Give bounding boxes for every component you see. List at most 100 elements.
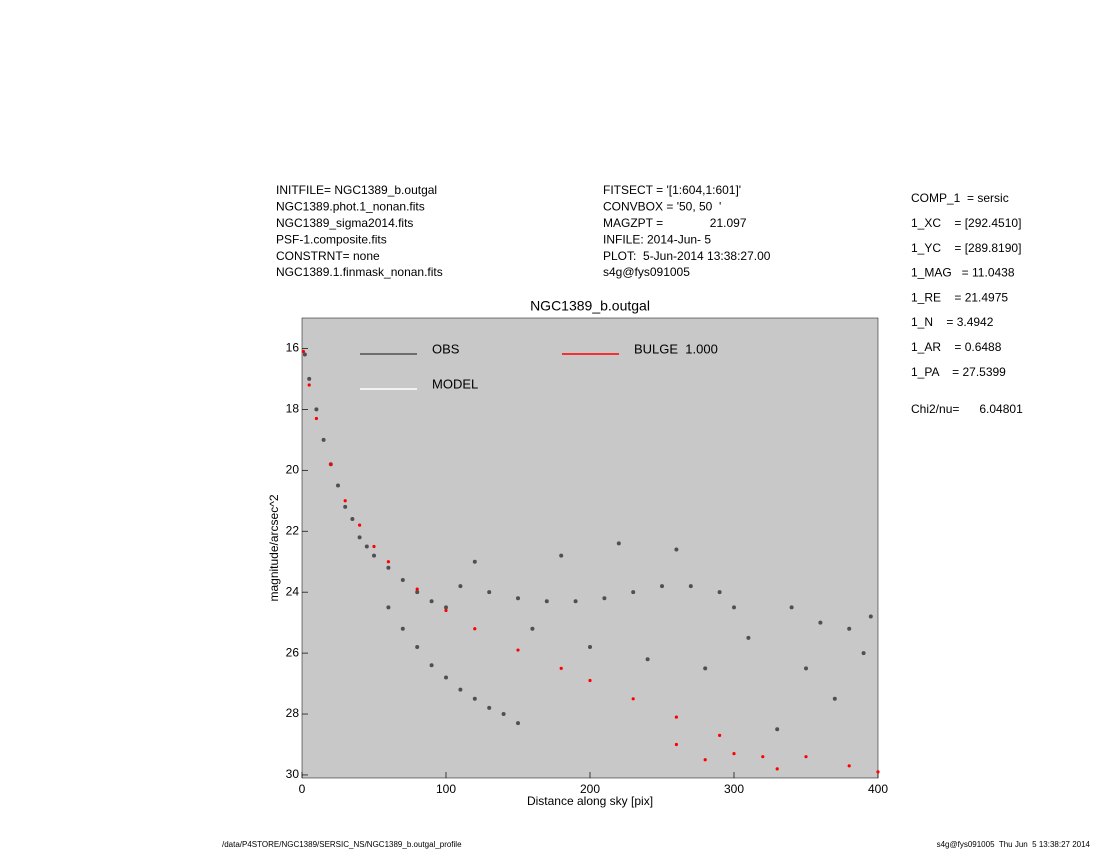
point: [516, 596, 520, 601]
point: [876, 770, 880, 774]
y-tick-label: 30: [286, 767, 300, 781]
header-line: 1_PA = 27.5399: [911, 365, 1006, 379]
point: [302, 352, 307, 357]
point: [602, 596, 607, 601]
point: [573, 599, 578, 604]
header-line: INITFILE= NGC1389_b.outgal: [276, 183, 437, 197]
point: [501, 712, 506, 717]
point: [847, 626, 852, 631]
point: [415, 590, 420, 595]
point: [746, 635, 751, 640]
header-line: INFILE: 2014-Jun- 5: [603, 232, 711, 246]
y-tick-label: 22: [286, 523, 300, 537]
legend-label: MODEL: [432, 376, 478, 391]
point: [516, 648, 520, 652]
point: [660, 584, 664, 589]
point: [559, 553, 564, 558]
chi-square: Chi2/nu= 6.04801: [911, 402, 1023, 416]
point: [775, 767, 779, 771]
point: [868, 614, 873, 619]
header-line: MAGZPT = 21.097: [603, 216, 747, 230]
header-line: NGC1389.1.finmask_nonan.fits: [276, 265, 443, 279]
point: [674, 742, 679, 747]
point: [717, 590, 722, 595]
point: [473, 627, 477, 631]
x-tick-label: 300: [724, 782, 744, 796]
header-line: NGC1389.phot.1_nonan.fits: [276, 200, 425, 214]
point: [336, 483, 340, 488]
header-line: 1_N = 3.4942: [911, 315, 994, 329]
point: [530, 626, 535, 631]
point: [458, 687, 463, 692]
x-tick-label: 100: [436, 782, 456, 796]
point: [415, 645, 420, 650]
header-line: 1_RE = 21.4975: [911, 290, 1008, 304]
point: [321, 437, 326, 442]
header-line: 1_XC = [292.4510]: [911, 216, 1021, 230]
point: [674, 715, 679, 719]
point: [372, 553, 376, 558]
point: [372, 544, 376, 549]
point: [804, 666, 808, 671]
point: [761, 755, 765, 759]
point: [343, 504, 348, 509]
y-tick-label: 18: [286, 402, 300, 416]
point: [487, 590, 492, 595]
point: [703, 666, 708, 671]
point: [631, 697, 635, 701]
point: [588, 645, 592, 650]
header-line: NGC1389_sigma2014.fits: [276, 216, 413, 230]
point: [703, 758, 707, 762]
point: [645, 657, 650, 662]
point: [307, 383, 311, 387]
footer-path: /data/P4STORE/NGC1389/SERSIC_NS/NGC1389_…: [222, 840, 462, 849]
header-line: s4g@fys091005: [603, 265, 690, 279]
header-line: 1_AR = 0.6488: [911, 340, 1002, 354]
point: [350, 517, 355, 522]
legend-label: BULGE 1.000: [634, 341, 718, 356]
point: [364, 544, 369, 549]
point: [472, 559, 477, 564]
point: [314, 407, 319, 412]
point: [458, 584, 463, 589]
x-tick-label: 400: [868, 782, 888, 796]
y-tick-label: 24: [286, 584, 300, 598]
point: [429, 663, 434, 668]
y-tick-label: 26: [286, 645, 300, 659]
header-line: CONSTRNT= none: [276, 249, 380, 263]
point: [343, 499, 347, 503]
footer-stamp: s4g@fys091005 Thu Jun 5 13:38:27 2014: [937, 840, 1091, 849]
point: [487, 705, 492, 710]
y-tick-label: 16: [286, 341, 300, 355]
point: [329, 462, 333, 466]
point: [732, 605, 736, 610]
header-line: PSF-1.composite.fits: [276, 232, 387, 246]
point: [357, 535, 362, 540]
point: [588, 678, 592, 683]
legend-label: OBS: [432, 341, 460, 356]
point: [386, 605, 391, 610]
point: [789, 605, 794, 610]
point: [847, 764, 851, 768]
header-line: FITSECT = '[1:604,1:601]': [603, 183, 741, 197]
point: [472, 696, 477, 701]
header-line: 1_YC = [289.8190]: [911, 241, 1021, 255]
point: [616, 541, 621, 546]
point: [444, 675, 448, 680]
point: [631, 590, 636, 595]
point: [861, 651, 866, 656]
point: [688, 584, 693, 589]
chart-title: NGC1389_b.outgal: [530, 298, 650, 314]
point: [559, 666, 563, 670]
x-tick-label: 0: [299, 782, 306, 796]
point: [429, 599, 434, 604]
x-axis-label: Distance along sky [pix]: [527, 794, 653, 808]
header-line: 1_MAG = 11.0438: [911, 266, 1015, 280]
point: [732, 752, 736, 756]
y-axis-label: magnitude/arcsec^2: [267, 494, 281, 601]
point: [314, 416, 318, 421]
point: [307, 376, 312, 381]
header-line: PLOT: 5-Jun-2014 13:38:27.00: [603, 249, 771, 263]
header-line: COMP_1 = sersic: [911, 191, 1009, 205]
point: [400, 577, 405, 582]
